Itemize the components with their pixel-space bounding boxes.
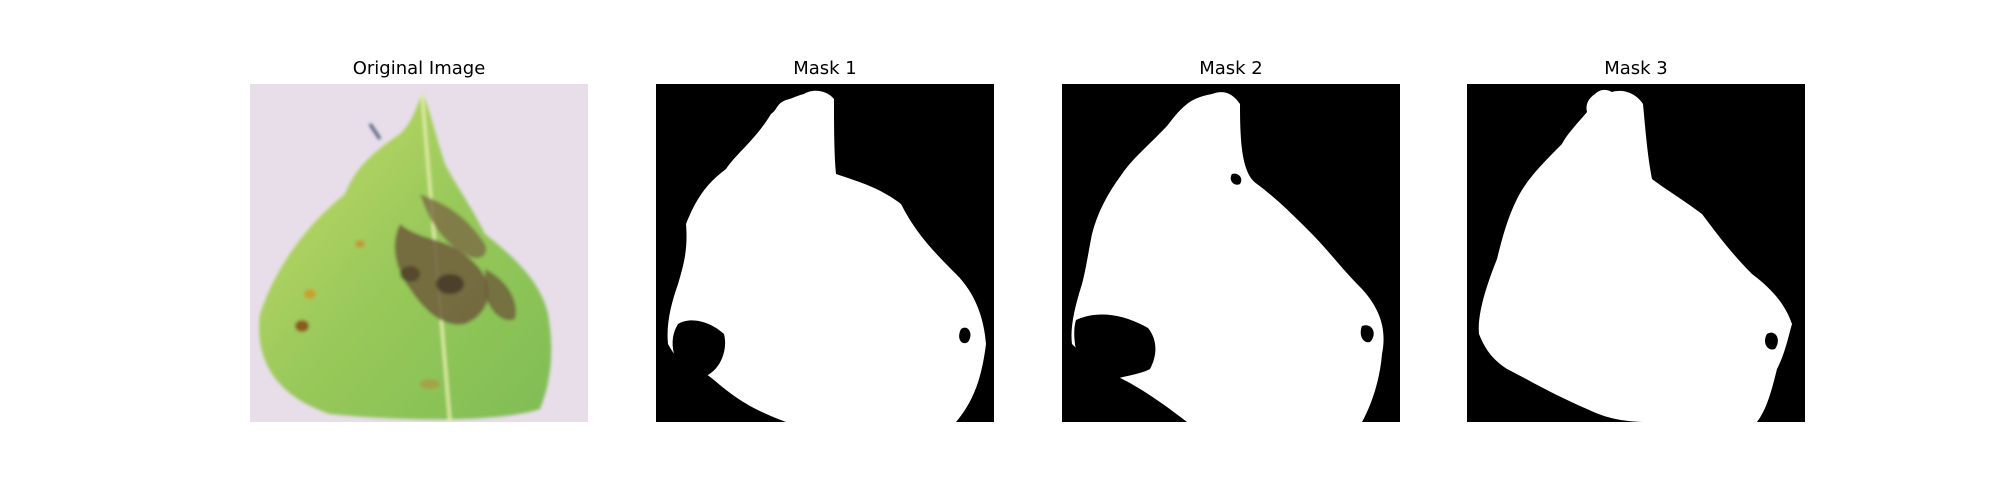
panel-mask-1: Mask 1 (656, 0, 994, 500)
panel-title: Original Image (352, 58, 486, 79)
mask-2-image (1062, 84, 1400, 422)
mask-3-image (1467, 84, 1805, 422)
panel-title: Mask 1 (793, 58, 857, 79)
mask-1-image (656, 84, 994, 422)
panel-original-image: Original Image (250, 0, 588, 500)
original-leaf-image (250, 84, 588, 422)
panel-mask-2: Mask 2 (1062, 0, 1400, 500)
panel-title: Mask 3 (1604, 58, 1668, 79)
panel-title: Mask 2 (1199, 58, 1263, 79)
panel-mask-3: Mask 3 (1467, 0, 1805, 500)
